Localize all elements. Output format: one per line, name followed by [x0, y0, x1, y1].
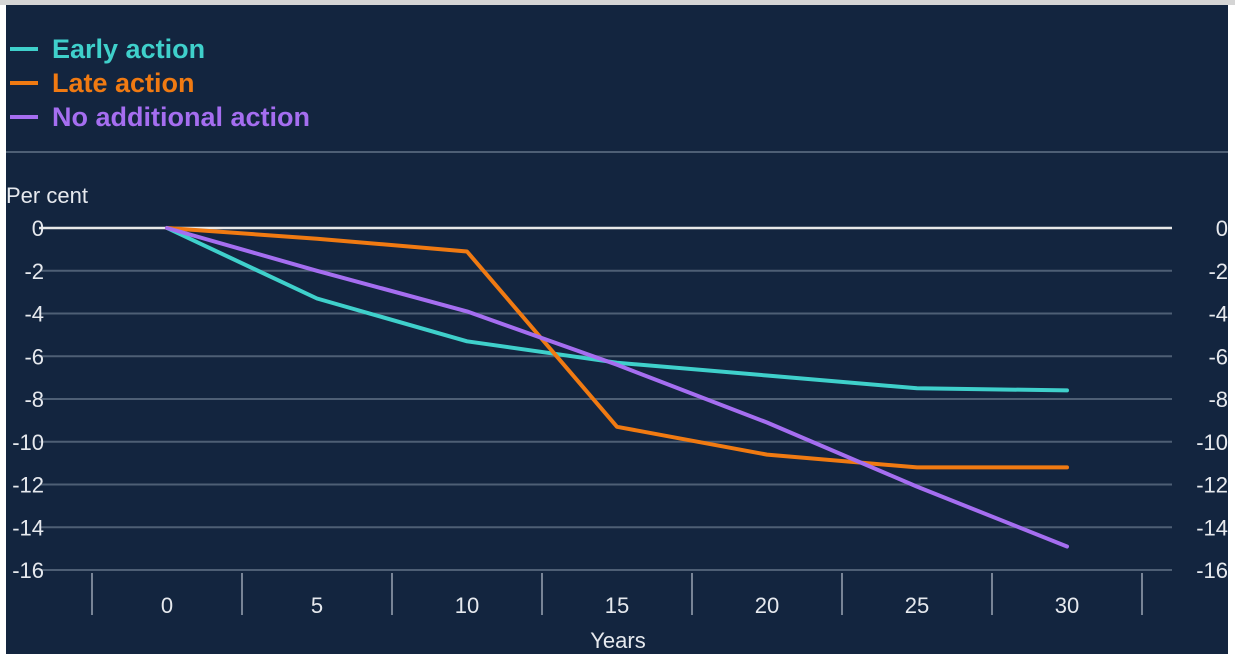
top-border — [0, 0, 1235, 5]
y-tick-label-left: -2 — [24, 259, 44, 284]
y-tick-label-right: -12 — [1196, 473, 1228, 498]
y-tick-label-left: -4 — [24, 302, 44, 327]
x-tick-label: 20 — [755, 593, 779, 618]
legend-swatch-no-additional-action — [10, 115, 38, 119]
chart-panel: Early action Late action No additional a… — [6, 5, 1228, 654]
line-chart: Per cent 0 -2 -4 -6 -8 -10 -12 -14 -16 0 -2 -4 -6 -8… — [6, 183, 1228, 653]
x-axis: 0 5 10 15 20 25 30 — [91, 573, 1143, 618]
legend-label-late-action: Late action — [52, 68, 195, 98]
x-tick-label: 10 — [455, 593, 479, 618]
legend-label-no-additional-action: No additional action — [52, 102, 311, 132]
y-tick-label-left: -8 — [24, 387, 44, 412]
y-tick-label-left: 0 — [32, 216, 44, 241]
y-tick-label-left: -12 — [12, 473, 44, 498]
x-tick-label: 0 — [161, 593, 173, 618]
series-line-no-additional-action — [165, 226, 1069, 549]
y-tick-label-left: -14 — [12, 515, 44, 540]
y-tick-label-left: -16 — [12, 558, 44, 583]
gridlines — [39, 226, 1172, 571]
y-tick-label-left: -6 — [24, 344, 44, 369]
x-tick-label: 5 — [311, 593, 323, 618]
y-tick-label-left: -10 — [12, 430, 44, 455]
y-tick-label-right: -6 — [1208, 344, 1228, 369]
legend-swatch-late-action — [10, 81, 38, 85]
y-tick-label-right: -16 — [1196, 558, 1228, 583]
series-lines — [165, 226, 1069, 549]
y-tick-label-right: 0 — [1216, 216, 1228, 241]
legend-separator — [6, 151, 1228, 153]
y-tick-label-right: -10 — [1196, 430, 1228, 455]
x-tick-label: 30 — [1055, 593, 1079, 618]
legend-swatch-early-action — [10, 47, 38, 51]
series-line-late-action — [165, 226, 1069, 470]
y-axis-left: 0 -2 -4 -6 -8 -10 -12 -14 -16 — [12, 216, 44, 583]
y-tick-label-right: -8 — [1208, 387, 1228, 412]
x-tick-label: 15 — [605, 593, 629, 618]
y-axis-right: 0 -2 -4 -6 -8 -10 -12 -14 -16 — [1196, 216, 1228, 583]
y-axis-title: Per cent — [6, 183, 88, 208]
legend-label-early-action: Early action — [52, 34, 206, 64]
x-tick-label: 25 — [905, 593, 929, 618]
y-tick-label-right: -14 — [1196, 515, 1228, 540]
x-axis-title: Years — [590, 628, 645, 653]
y-tick-label-right: -4 — [1208, 302, 1228, 327]
y-tick-label-right: -2 — [1208, 259, 1228, 284]
